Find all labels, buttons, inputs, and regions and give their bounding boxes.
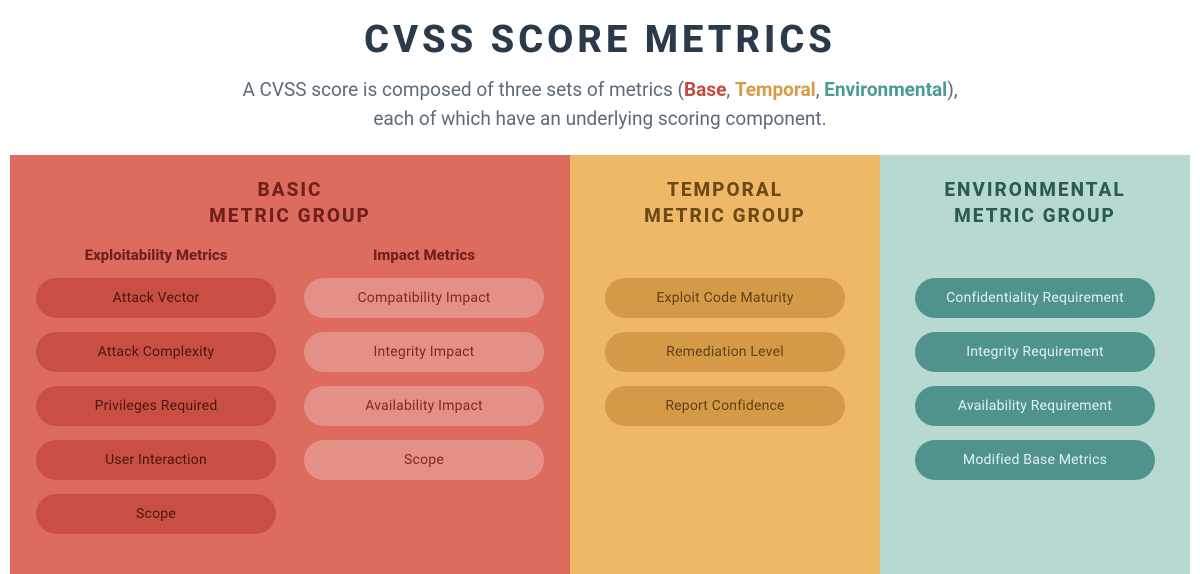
pill-confidentiality-req: Confidentiality Requirement [915,278,1155,318]
basic-metric-group: BASIC METRIC GROUP Exploitability Metric… [10,155,570,574]
pill-integrity-impact: Integrity Impact [304,332,544,372]
basic-title-l1: BASIC [258,178,323,201]
basic-group-title: BASIC METRIC GROUP [209,177,371,228]
pill-modified-base-metrics: Modified Base Metrics [915,440,1155,480]
env-group-title: ENVIRONMENTAL METRIC GROUP [944,177,1125,228]
pill-attack-vector: Attack Vector [36,278,276,318]
pill-availability-req: Availability Requirement [915,386,1155,426]
env-title-l2: METRIC GROUP [954,204,1116,227]
env-column: . Confidentiality Requirement Integrity … [915,246,1155,494]
pill-exploit-code-maturity: Exploit Code Maturity [605,278,845,318]
temporal-group-title: TEMPORAL METRIC GROUP [644,177,806,228]
pill-availability-impact: Availability Impact [304,386,544,426]
impact-heading: Impact Metrics [373,246,475,264]
basic-columns: Exploitability Metrics Attack Vector Att… [30,246,550,548]
temporal-column: . Exploit Code Maturity Remediation Leve… [605,246,845,440]
pill-scope-impact: Scope [304,440,544,480]
subtitle-environmental: Environmental [824,78,947,101]
pill-report-confidence: Report Confidence [605,386,845,426]
basic-title-l2: METRIC GROUP [209,204,371,227]
subtitle: A CVSS score is composed of three sets o… [242,76,957,133]
subtitle-temporal: Temporal [735,78,816,101]
subtitle-line2: each of which have an underlying scoring… [373,107,826,130]
subtitle-sep1: , [726,78,734,101]
pill-compatibility-impact: Compatibility Impact [304,278,544,318]
env-title-l1: ENVIRONMENTAL [944,178,1125,201]
pill-user-interaction: User Interaction [36,440,276,480]
pill-scope-exploit: Scope [36,494,276,534]
temporal-title-l1: TEMPORAL [667,178,783,201]
environmental-metric-group: ENVIRONMENTAL METRIC GROUP . Confidentia… [880,155,1190,574]
pill-remediation-level: Remediation Level [605,332,845,372]
subtitle-post: ), [947,78,957,101]
subtitle-pre: A CVSS score is composed of three sets o… [242,78,684,101]
temporal-title-l2: METRIC GROUP [644,204,806,227]
metric-groups: BASIC METRIC GROUP Exploitability Metric… [10,155,1190,574]
pill-attack-complexity: Attack Complexity [36,332,276,372]
subtitle-base: Base [684,78,726,101]
exploitability-heading: Exploitability Metrics [85,246,228,264]
temporal-metric-group: TEMPORAL METRIC GROUP . Exploit Code Mat… [570,155,880,574]
page: CVSS SCORE METRICS A CVSS score is compo… [0,0,1200,574]
pill-privileges-required: Privileges Required [36,386,276,426]
pill-integrity-req: Integrity Requirement [915,332,1155,372]
exploitability-column: Exploitability Metrics Attack Vector Att… [36,246,276,548]
impact-column: Impact Metrics Compatibility Impact Inte… [304,246,544,548]
subtitle-sep2: , [816,78,824,101]
main-title: CVSS SCORE METRICS [364,18,836,62]
